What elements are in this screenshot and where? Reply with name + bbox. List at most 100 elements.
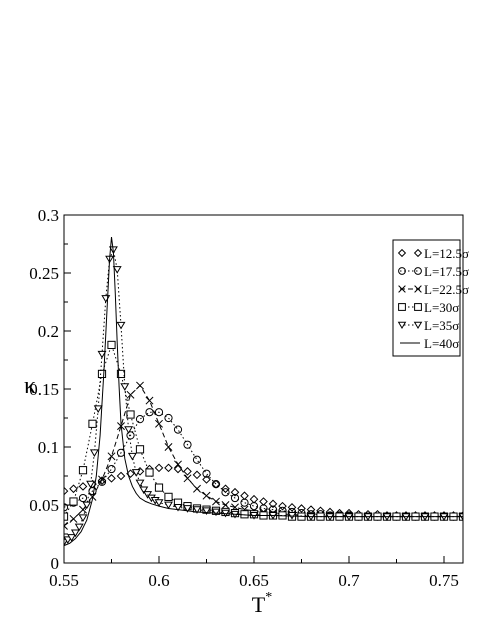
triangle-down-marker xyxy=(413,321,423,330)
legend-label: L=40σ xyxy=(424,336,459,351)
legend-label: L=30σ xyxy=(424,300,459,315)
diamond-marker xyxy=(183,467,192,476)
square-marker xyxy=(145,468,154,477)
series-6 xyxy=(64,236,463,547)
legend-item: L=40σ xyxy=(400,336,459,351)
triangle-down-marker xyxy=(64,538,69,547)
triangle-down-marker xyxy=(82,501,92,510)
square-marker xyxy=(154,483,164,492)
legend-item: L=22.5σ xyxy=(398,282,469,297)
circle-marker xyxy=(240,498,249,507)
x-marker xyxy=(69,514,78,523)
triangle-down-marker xyxy=(67,534,77,542)
circle-marker xyxy=(164,413,173,423)
y-tick-label: 0 xyxy=(51,554,60,573)
circle-marker xyxy=(88,486,97,496)
y-tick-label: 0.05 xyxy=(29,496,59,515)
x-tick-label: 0.65 xyxy=(239,571,269,590)
circle-marker xyxy=(183,440,192,449)
y-axis-label: κ xyxy=(24,373,36,399)
x-marker xyxy=(202,491,211,500)
diamond-marker xyxy=(259,497,268,506)
x-marker xyxy=(221,501,230,509)
circle-marker xyxy=(135,415,145,424)
x-tick-label: 0.6 xyxy=(148,571,169,590)
triangle-down-marker xyxy=(101,295,111,303)
square-marker xyxy=(69,497,78,506)
square-marker xyxy=(414,303,422,311)
circle-marker xyxy=(259,504,268,513)
triangle-down-marker xyxy=(154,499,164,507)
x-tick-label: 0.55 xyxy=(49,571,79,590)
y-tick-label: 0.15 xyxy=(29,380,59,399)
legend-item: L=35σ xyxy=(397,318,459,333)
diamond-marker xyxy=(116,471,126,481)
x-marker xyxy=(79,505,87,514)
x-marker xyxy=(155,419,163,428)
square-marker xyxy=(164,492,173,501)
diamond-marker xyxy=(173,464,183,474)
y-tick-label: 0.2 xyxy=(38,322,59,341)
square-marker xyxy=(78,466,88,475)
diamond-marker xyxy=(297,504,306,513)
diamond-marker xyxy=(413,248,423,258)
triangle-down-marker xyxy=(131,469,141,477)
legend: L=12.5σ L=17.5σ L=22.5σ L=30σ L=35σ L=40σ xyxy=(392,239,469,357)
circle-marker xyxy=(97,477,107,486)
x-axis-label-main: T xyxy=(252,592,266,617)
diamond-marker xyxy=(78,482,88,491)
x-marker xyxy=(107,452,116,461)
legend-item: L=17.5σ xyxy=(398,264,469,279)
triangle-down-marker xyxy=(89,449,99,458)
triangle-down-marker xyxy=(135,479,145,488)
circle-marker xyxy=(211,480,221,489)
legend-box xyxy=(392,239,461,357)
legend-label: L=22.5σ xyxy=(424,282,469,297)
triangle-down-marker xyxy=(211,508,221,517)
legend-item: L=12.5σ xyxy=(397,246,469,261)
circle-marker xyxy=(221,488,230,497)
triangle-down-marker xyxy=(202,507,211,516)
diamond-marker xyxy=(268,499,278,509)
triangle-down-marker xyxy=(120,383,130,391)
legend-label: L=17.5σ xyxy=(424,264,469,279)
circle-marker xyxy=(398,267,406,275)
triangle-down-marker xyxy=(127,452,137,461)
diamond-marker xyxy=(192,470,202,480)
y-tick-label: 0.1 xyxy=(38,438,59,457)
y-tick-label: 0.25 xyxy=(29,264,59,283)
x-marker xyxy=(398,285,406,293)
square-marker xyxy=(97,369,107,379)
square-marker xyxy=(398,303,406,311)
triangle-down-marker xyxy=(70,529,80,538)
axis-layer: 0.55 0.6 0.65 0.7 0.75 0 0.05 0.1 0.15 0.2 0.25 0.3 xyxy=(29,206,459,590)
triangle-down-marker xyxy=(97,350,107,359)
circle-marker xyxy=(192,455,202,464)
diamond-marker xyxy=(154,463,164,473)
legend-label: L=35σ xyxy=(424,318,459,333)
triangle-down-marker xyxy=(183,505,192,513)
circle-marker xyxy=(126,431,135,440)
triangle-down-marker xyxy=(86,480,96,489)
diamond-marker xyxy=(164,463,173,473)
x-marker xyxy=(136,381,144,390)
triangle-down-marker xyxy=(164,501,173,510)
series-line xyxy=(64,236,463,547)
diamond-marker xyxy=(64,486,69,496)
square-marker xyxy=(116,369,126,379)
x-marker xyxy=(126,390,135,399)
series-1 xyxy=(64,463,463,520)
diamond-marker xyxy=(202,475,211,484)
circle-marker xyxy=(107,464,116,474)
x-marker xyxy=(164,443,173,451)
x-marker xyxy=(212,497,220,506)
triangle-down-marker xyxy=(74,523,84,532)
diamond-marker xyxy=(240,491,249,501)
legend-item: L=30σ xyxy=(398,300,459,315)
circle-marker xyxy=(414,267,422,275)
square-marker xyxy=(126,410,135,419)
series-3 xyxy=(64,381,463,530)
circle-marker xyxy=(173,425,183,434)
x-marker xyxy=(193,484,201,493)
triangle-down-marker xyxy=(116,321,126,330)
